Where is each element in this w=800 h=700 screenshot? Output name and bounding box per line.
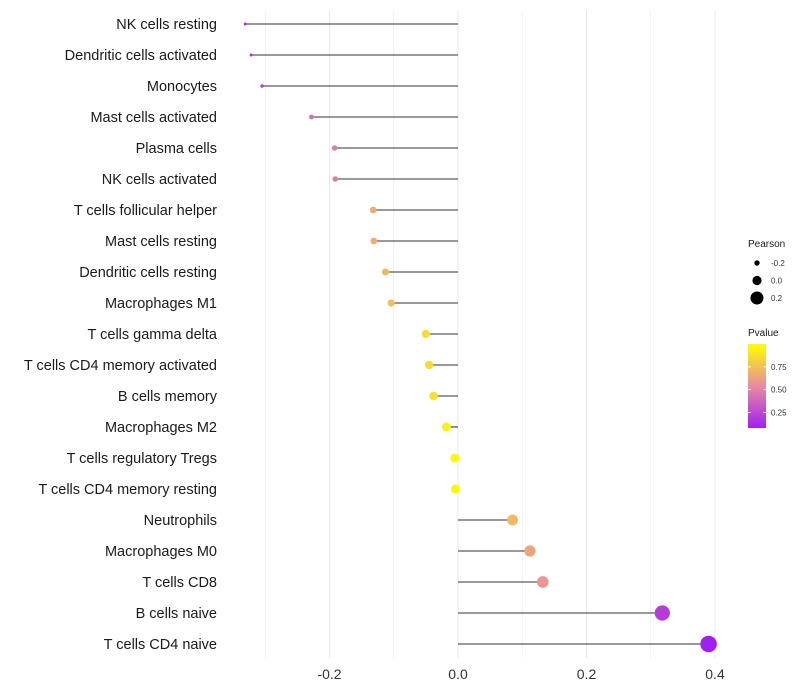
category-label: Dendritic cells activated xyxy=(65,48,217,64)
category-label: Dendritic cells resting xyxy=(79,265,217,281)
category-label: Mast cells resting xyxy=(105,234,217,250)
category-label: B cells naive xyxy=(136,606,217,622)
category-label: B cells memory xyxy=(118,389,218,405)
x-tick-label: -0.2 xyxy=(317,666,341,682)
category-label: Macrophages M2 xyxy=(105,420,217,436)
size-legend-key xyxy=(750,291,764,305)
category-label: Neutrophils xyxy=(144,513,217,529)
size-legend-title: Pearson xyxy=(748,239,785,250)
lollipop-point xyxy=(249,53,253,57)
lollipop-point xyxy=(442,422,451,432)
lollipop-point xyxy=(260,84,264,88)
lollipop-point xyxy=(309,114,314,120)
lollipop-point xyxy=(381,268,389,276)
lollipop-point xyxy=(370,237,378,245)
category-label: T cells CD4 memory resting xyxy=(38,482,217,498)
lollipop-point xyxy=(424,360,434,370)
category-label: T cells CD4 naive xyxy=(104,637,217,653)
size-legend-label: -0.2 xyxy=(771,259,785,268)
color-legend-title: Pvalue xyxy=(748,328,779,339)
lollipop-point xyxy=(507,514,519,526)
category-label: NK cells resting xyxy=(116,17,217,33)
lollipop-point xyxy=(654,605,670,621)
size-legend-label: 0.0 xyxy=(771,277,783,286)
lollipop-stems xyxy=(245,23,709,645)
category-label: T cells regulatory Tregs xyxy=(67,451,217,467)
lollipop-point xyxy=(421,329,430,339)
lollipop-point xyxy=(332,176,339,182)
category-label: T cells follicular helper xyxy=(74,203,217,219)
category-label: Plasma cells xyxy=(136,141,217,157)
color-bar xyxy=(748,344,766,428)
color-legend-label: 0.75 xyxy=(771,363,787,372)
grid-lines xyxy=(264,10,716,658)
lollipop-point xyxy=(450,453,460,463)
size-legend-label: 0.2 xyxy=(771,294,783,303)
lollipop-point xyxy=(524,545,536,557)
category-label: T cells CD8 xyxy=(142,575,217,591)
x-axis-tick-labels: -0.2 0.0 0.2 0.4 xyxy=(317,666,725,682)
lollipop-point xyxy=(387,299,395,307)
color-legend-label: 0.25 xyxy=(771,408,787,417)
category-label: T cells gamma delta xyxy=(88,327,218,343)
category-label: Macrophages M1 xyxy=(105,296,217,312)
x-tick-label: 0.2 xyxy=(577,666,597,682)
category-labels: NK cells resting Dendritic cells activate… xyxy=(24,17,218,653)
x-tick-label: 0.0 xyxy=(448,666,468,682)
legend: Pearson -0.2 0.0 0.2 Pvalue 0.25 0.50 0.75 xyxy=(748,239,787,428)
lollipop-point xyxy=(331,145,338,151)
size-legend-key xyxy=(754,260,760,266)
lollipop-point xyxy=(700,635,717,653)
lollipop-point xyxy=(450,484,460,494)
lollipop-point xyxy=(369,206,377,214)
category-label: NK cells activated xyxy=(102,172,217,188)
lollipop-points xyxy=(243,22,717,653)
size-legend-key xyxy=(752,275,762,286)
x-tick-label: 0.4 xyxy=(705,666,725,682)
lollipop-point xyxy=(536,576,549,588)
color-legend-label: 0.50 xyxy=(771,386,787,395)
category-label: Mast cells activated xyxy=(90,110,217,126)
category-label: Macrophages M0 xyxy=(105,544,217,560)
category-label: T cells CD4 memory activated xyxy=(24,358,217,374)
lollipop-point xyxy=(243,22,247,26)
lollipop-point xyxy=(429,391,438,401)
category-label: Monocytes xyxy=(147,79,217,95)
